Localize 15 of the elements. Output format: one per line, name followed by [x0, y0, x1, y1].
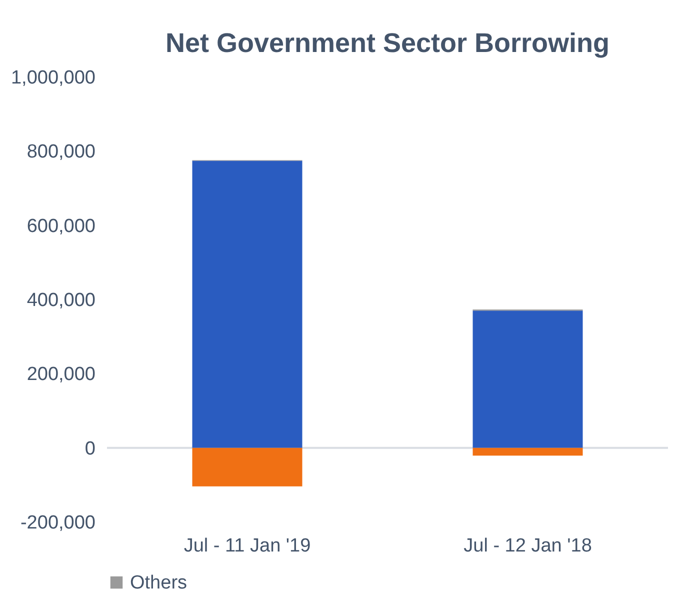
bar	[192, 160, 302, 448]
y-tick-label: 1,000,000	[10, 68, 96, 88]
y-tick-label: 400,000	[26, 290, 96, 311]
bar	[472, 310, 583, 448]
bar	[192, 448, 302, 486]
y-tick-label: -200,000	[20, 512, 96, 534]
y-tick-label: 0	[84, 438, 96, 460]
chart-title: Net Government Sector Borrowing	[165, 28, 610, 58]
y-tick-label: 800,000	[26, 142, 96, 163]
y-tick-label: 200,000	[26, 364, 96, 386]
bar	[472, 448, 583, 456]
y-tick-label: 600,000	[26, 216, 96, 237]
x-tick-label: Jul - 12 Jan '18	[464, 536, 592, 556]
x-tick-label: Jul - 11 Jan '19	[184, 536, 311, 556]
legend-label: Others	[130, 572, 188, 594]
